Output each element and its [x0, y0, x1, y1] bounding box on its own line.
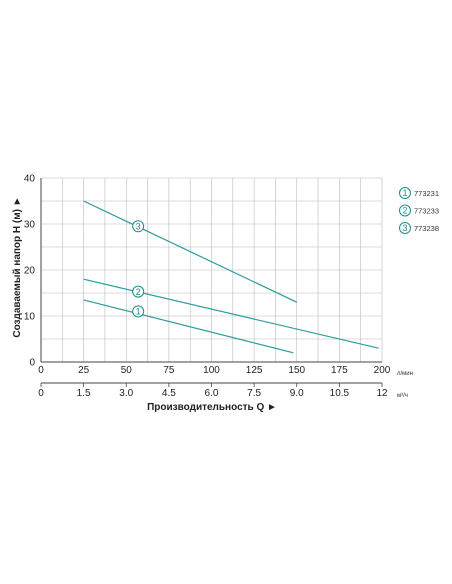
tick-labels: 0 10 20 30 40 0 25 50 75 100 125 150 175 200 0 1.5 3.0 4.… — [24, 174, 391, 400]
series-line-773231 — [83, 299, 294, 354]
series-marker-773231 — [132, 305, 145, 318]
series-line-773238 — [83, 200, 298, 303]
x-axis-title: Производительность Q ► — [147, 402, 277, 413]
series-lines: 1 2 3 — [83, 200, 379, 354]
x2-tick-label: 12 — [376, 388, 388, 399]
x-axis-secondary-unit: м³/ч — [397, 393, 408, 399]
x2-tick-label: 6.0 — [205, 388, 219, 399]
x-tick-label: 200 — [374, 365, 391, 376]
series-marker-773233 — [132, 285, 145, 298]
x-axis-primary-unit: л/мин — [397, 371, 413, 377]
series-marker-label: 1 — [136, 307, 141, 317]
y-tick-label: 10 — [24, 312, 36, 323]
legend-marker-label: 2 — [402, 206, 407, 216]
x2-tick-label: 4.5 — [162, 388, 176, 399]
legend-marker-label: 3 — [402, 223, 407, 233]
axes — [40, 178, 383, 387]
y-tick-label: 40 — [24, 174, 36, 185]
series-marker-label: 2 — [136, 287, 141, 297]
y-tick-label: 30 — [24, 220, 36, 231]
series-marker-label: 3 — [136, 222, 141, 232]
x2-tick-label: 1.5 — [77, 388, 91, 399]
y-tick-label: 20 — [24, 266, 36, 277]
x2-tick-label: 7.5 — [247, 388, 261, 399]
series-line-773233 — [83, 278, 379, 349]
y-axis-title: Создаваемый напор Н (м) ► — [12, 196, 23, 337]
legend-marker-label: 1 — [402, 188, 407, 198]
x2-tick-label: 3.0 — [119, 388, 133, 399]
grid — [40, 177, 383, 363]
x-tick-label: 50 — [121, 365, 133, 376]
legend-marker — [399, 204, 411, 217]
x2-tick-label: 9.0 — [290, 388, 304, 399]
legend-label: 773231 — [414, 189, 439, 198]
x2-tick-label: 10.5 — [330, 388, 350, 399]
legend: 1 773231 2 773233 3 773238 — [399, 187, 439, 234]
x-tick-label: 125 — [246, 365, 263, 376]
legend-label: 773238 — [414, 224, 439, 233]
x2-tick-label: 0 — [38, 388, 44, 399]
x-tick-label: 175 — [331, 365, 348, 376]
legend-marker — [399, 222, 411, 234]
legend-label: 773233 — [414, 206, 439, 215]
x-tick-label: 150 — [288, 365, 305, 376]
x-tick-label: 25 — [78, 365, 90, 376]
legend-marker — [399, 187, 411, 199]
y-tick-label: 0 — [29, 358, 35, 369]
x-tick-label: 0 — [38, 365, 44, 376]
x-tick-label: 75 — [163, 365, 175, 376]
series-marker-773238 — [132, 220, 145, 233]
x-tick-label: 100 — [203, 365, 220, 376]
